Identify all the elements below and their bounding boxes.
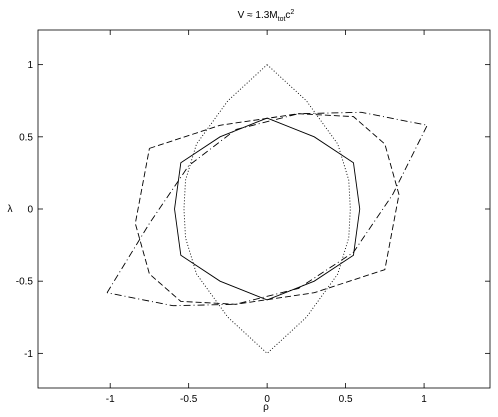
curve	[183, 64, 351, 354]
title-after: c	[285, 10, 290, 21]
title-sub: tot	[278, 16, 286, 23]
x-tick-label: 0	[264, 394, 270, 405]
x-tick-label: 1	[421, 394, 427, 405]
chart-title: V ≈ 1.3Mtotc2	[238, 9, 295, 23]
x-tick-label: -1	[106, 394, 115, 405]
curve	[134, 113, 400, 305]
curve	[106, 111, 428, 307]
x-tick-label: -0.5	[180, 394, 198, 405]
y-tick-label: 0.5	[19, 132, 33, 143]
y-tick-label: -0.5	[16, 277, 34, 288]
x-tick-label: 0.5	[339, 394, 353, 405]
y-tick-label: 0	[27, 205, 33, 216]
title-sup: 2	[290, 9, 294, 16]
y-tick-label: 1	[27, 60, 33, 71]
curve	[174, 117, 361, 301]
y-tick-label: -1	[24, 349, 33, 360]
y-axis-label: λ	[8, 204, 13, 215]
title-main: V ≈ 1.3M	[238, 10, 278, 21]
x-axis-label: ρ	[263, 402, 269, 413]
